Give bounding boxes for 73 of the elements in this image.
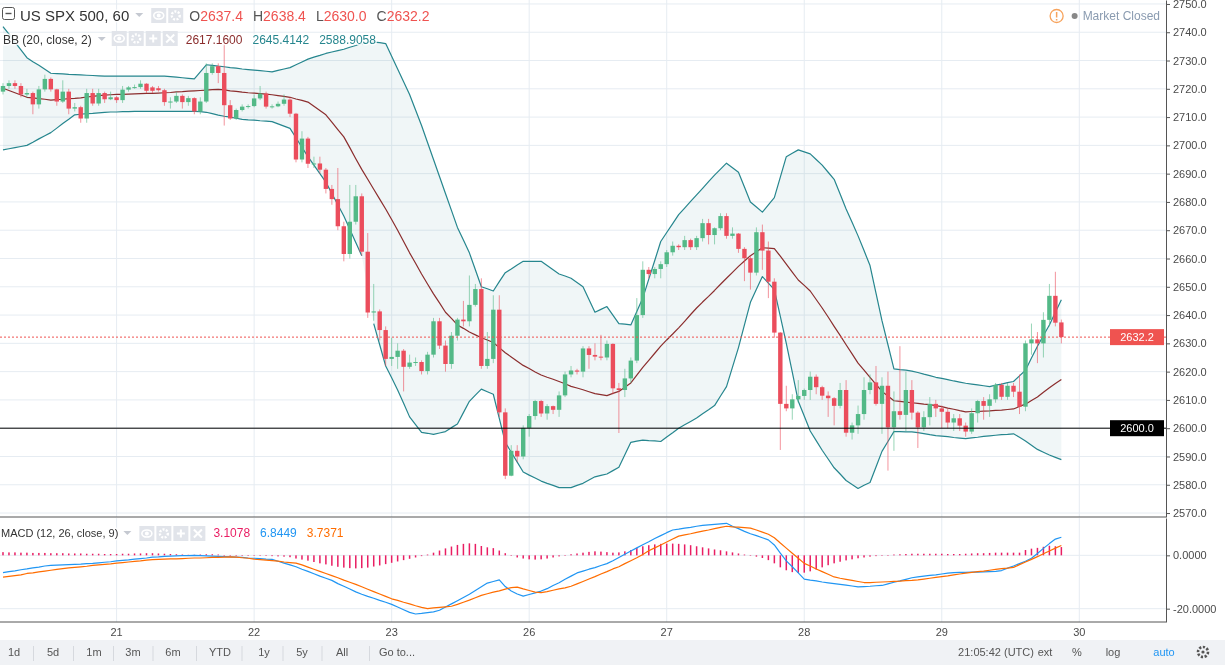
text: log <box>1105 646 1121 658</box>
text: ext <box>1037 646 1053 658</box>
text: All <box>335 646 349 658</box>
annotation: 2617.1600 <box>185 33 243 47</box>
candlestick <box>269 103 275 110</box>
text: 3m <box>125 646 141 658</box>
text: YTD <box>209 646 232 658</box>
y-tick-label: 2740.0 <box>1173 26 1207 39</box>
annotation: 2588.9058 <box>319 33 377 47</box>
text: 1m <box>86 646 102 658</box>
text: 1d <box>7 646 21 658</box>
text: Go to... <box>378 646 416 658</box>
text: 1y <box>258 646 271 658</box>
candlestick <box>730 226 735 240</box>
candlestick <box>568 365 574 378</box>
annotation: Market Closed <box>1082 9 1160 23</box>
text: % <box>1072 646 1083 658</box>
candlestick <box>12 79 18 90</box>
text: US SPX 500, 60 <box>20 7 130 24</box>
x-tick-label: 30 <box>1073 626 1086 638</box>
y-tick-label: 2590.0 <box>1173 450 1207 463</box>
annotation: 6.8449 <box>260 526 298 540</box>
candlestick <box>245 103 251 110</box>
annotation: 3.1078 <box>213 526 251 540</box>
y-tick-label: 2730.0 <box>1173 54 1207 67</box>
y-tick-label: 2690.0 <box>1173 167 1207 180</box>
y-tick-label: 2640.0 <box>1173 309 1207 322</box>
annotation: O2637.4 <box>189 8 244 24</box>
y-tick-label: 2570.0 <box>1173 507 1207 520</box>
annotation: L2630.0 <box>315 8 367 24</box>
y-tick-label: 2680.0 <box>1173 195 1207 208</box>
y-tick-label: 2650.0 <box>1173 280 1207 293</box>
y-tick-label: 2710.0 <box>1173 111 1207 124</box>
candlestick <box>6 79 12 90</box>
candlestick <box>592 342 598 361</box>
ref-line-label: 2632.2 <box>1120 331 1154 344</box>
x-tick-label: 22 <box>248 626 261 638</box>
x-tick-label: 26 <box>523 626 536 638</box>
y-tick-label: 2600.0 <box>1173 422 1207 435</box>
candlestick <box>413 356 418 367</box>
annotation: H2638.4 <box>252 8 307 24</box>
candlestick <box>0 82 6 95</box>
y-tick-label: 2580.0 <box>1173 478 1207 491</box>
y-tick-label: 2670.0 <box>1173 224 1207 237</box>
text: auto <box>1153 646 1175 658</box>
y-tick-label: -20.0000 <box>1173 602 1217 615</box>
x-tick-label: 21 <box>110 626 123 638</box>
text: 6m <box>165 646 181 658</box>
y-tick-label: 2660.0 <box>1173 252 1207 265</box>
candlestick <box>574 368 580 375</box>
x-tick-label: 27 <box>660 626 673 638</box>
ref-line-label: 2600.0 <box>1120 422 1154 435</box>
y-tick-label: 2630.0 <box>1173 337 1207 350</box>
candlestick <box>311 156 317 169</box>
y-tick-label: 2700.0 <box>1173 139 1207 152</box>
y-tick-label: 2750.0 <box>1173 0 1207 10</box>
candlestick <box>317 156 323 175</box>
candlestick <box>550 405 556 415</box>
x-tick-label: 23 <box>385 626 398 638</box>
text: 5y <box>296 646 309 658</box>
annotation: 3.7371 <box>306 526 344 540</box>
y-tick-label: 2620.0 <box>1173 365 1207 378</box>
text: 21:05:42 (UTC) <box>958 646 1034 658</box>
y-tick-label: 0.0000 <box>1173 549 1207 562</box>
text: MACD (12, 26, close, 9) <box>1 527 119 539</box>
candlestick <box>168 96 173 110</box>
x-tick-label: 29 <box>935 626 948 638</box>
annotation: C2632.2 <box>376 8 430 24</box>
y-tick-label: 2720.0 <box>1173 82 1207 95</box>
x-tick-label: 28 <box>798 626 811 638</box>
y-tick-label: 2610.0 <box>1173 393 1207 406</box>
annotation: 2645.4142 <box>252 33 310 47</box>
text: 5d <box>46 646 60 658</box>
